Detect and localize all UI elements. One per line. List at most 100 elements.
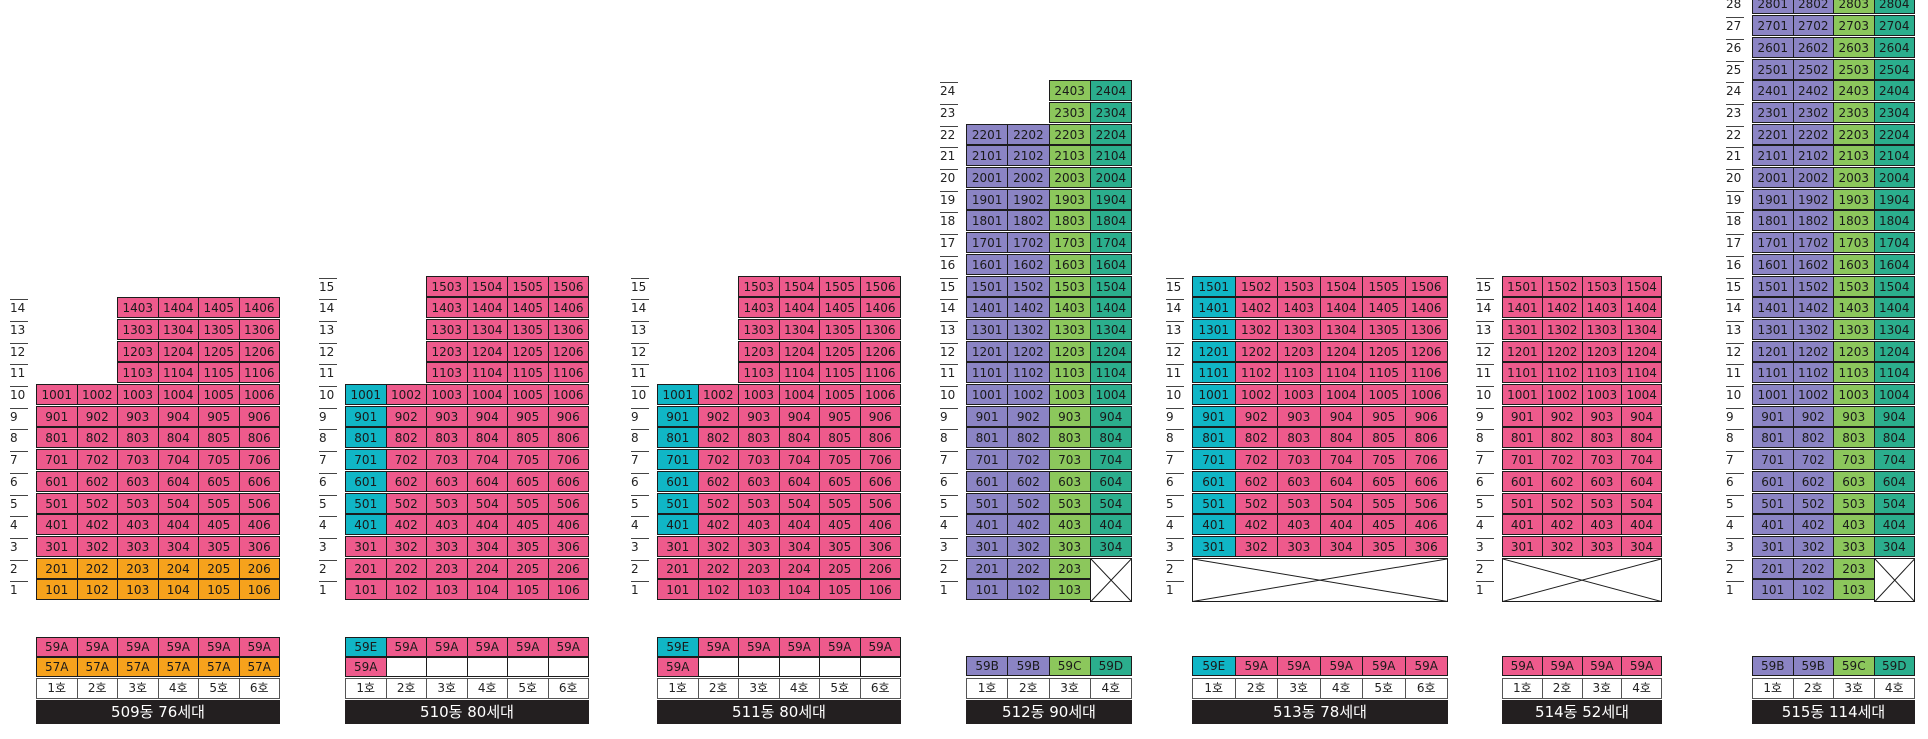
unit-cell[interactable]: 1301 <box>1752 318 1794 340</box>
unit-cell[interactable]: 803 <box>1581 427 1623 449</box>
unit-cell[interactable]: 1403 <box>1277 297 1321 319</box>
unit-cell[interactable]: 1502 <box>1007 275 1050 297</box>
unit-cell[interactable]: 1704 <box>1873 232 1915 254</box>
unit-cell[interactable]: 604 <box>157 470 199 492</box>
unit-cell[interactable]: 502 <box>1541 492 1583 514</box>
unit-cell[interactable]: 201 <box>966 557 1009 579</box>
unit-cell[interactable]: 406 <box>859 514 901 536</box>
unit-cell[interactable]: 1104 <box>1089 362 1132 384</box>
unit-cell[interactable]: 2801 <box>1752 0 1794 15</box>
unit-cell[interactable]: 1305 <box>819 318 861 340</box>
unit-cell[interactable]: 805 <box>198 427 240 449</box>
unit-cell[interactable]: 1101 <box>1502 362 1543 384</box>
unit-cell[interactable]: 903 <box>1833 405 1875 427</box>
unit-cell[interactable]: 2203 <box>1048 123 1091 145</box>
unit-cell[interactable]: 2001 <box>966 167 1009 188</box>
unit-cell[interactable]: 1101 <box>1192 362 1236 384</box>
unit-cell[interactable]: 402 <box>385 514 427 536</box>
unit-cell[interactable]: 203 <box>1833 557 1875 579</box>
unit-cell[interactable]: 1104 <box>157 362 199 384</box>
unit-cell[interactable]: 2803 <box>1833 0 1875 15</box>
unit-cell[interactable]: 305 <box>198 535 240 557</box>
unit-cell[interactable]: 1103 <box>1581 362 1623 384</box>
unit-cell[interactable]: 301 <box>966 535 1009 557</box>
unit-cell[interactable]: 503 <box>117 492 159 514</box>
unit-cell[interactable]: 303 <box>117 535 159 557</box>
unit-cell[interactable]: 1403 <box>1048 297 1091 319</box>
unit-cell[interactable]: 1204 <box>1089 340 1132 362</box>
unit-cell[interactable]: 105 <box>198 579 240 601</box>
unit-cell[interactable]: 202 <box>385 557 427 579</box>
unit-cell[interactable]: 103 <box>117 579 159 601</box>
unit-cell[interactable]: 503 <box>738 492 780 514</box>
unit-cell[interactable]: 202 <box>1792 557 1834 579</box>
unit-cell[interactable]: 603 <box>1048 470 1091 492</box>
unit-cell[interactable]: 705 <box>198 449 240 471</box>
unit-cell[interactable]: 904 <box>1319 405 1363 427</box>
unit-cell[interactable]: 1505 <box>819 275 861 297</box>
unit-cell[interactable]: 605 <box>1362 470 1406 492</box>
unit-cell[interactable]: 2501 <box>1752 58 1794 80</box>
unit-cell[interactable]: 2301 <box>1752 101 1794 123</box>
unit-cell[interactable]: 706 <box>1404 449 1448 471</box>
unit-cell[interactable]: 401 <box>345 514 387 536</box>
unit-cell[interactable]: 501 <box>345 492 387 514</box>
unit-cell[interactable]: 1501 <box>966 275 1009 297</box>
unit-cell[interactable]: 901 <box>36 405 78 427</box>
unit-cell[interactable]: 901 <box>966 405 1009 427</box>
unit-cell[interactable]: 702 <box>1007 449 1050 471</box>
unit-cell[interactable]: 1704 <box>1089 232 1132 254</box>
unit-cell[interactable]: 604 <box>1873 470 1915 492</box>
unit-cell[interactable]: 301 <box>36 535 78 557</box>
unit-cell[interactable]: 1202 <box>1792 340 1834 362</box>
unit-cell[interactable]: 306 <box>859 535 901 557</box>
unit-cell[interactable]: 1105 <box>198 362 240 384</box>
unit-cell[interactable]: 602 <box>76 470 118 492</box>
unit-cell[interactable]: 1103 <box>117 362 159 384</box>
unit-cell[interactable]: 902 <box>1541 405 1583 427</box>
unit-cell[interactable]: 703 <box>426 449 468 471</box>
unit-cell[interactable]: 1203 <box>1581 340 1623 362</box>
unit-cell[interactable]: 1203 <box>117 340 159 362</box>
unit-cell[interactable]: 1501 <box>1752 275 1794 297</box>
unit-cell[interactable]: 2102 <box>1007 145 1050 167</box>
unit-cell[interactable]: 2403 <box>1833 80 1875 102</box>
unit-cell[interactable]: 406 <box>1404 514 1448 536</box>
unit-cell[interactable]: 305 <box>819 535 861 557</box>
unit-cell[interactable]: 603 <box>1277 470 1321 492</box>
unit-cell[interactable]: 304 <box>1873 535 1915 557</box>
unit-cell[interactable]: 305 <box>507 535 549 557</box>
unit-cell[interactable]: 1003 <box>1833 384 1875 405</box>
unit-cell[interactable]: 304 <box>157 535 199 557</box>
unit-cell[interactable]: 302 <box>76 535 118 557</box>
unit-cell[interactable]: 2101 <box>966 145 1009 167</box>
unit-cell[interactable]: 1802 <box>1792 210 1834 232</box>
unit-cell[interactable]: 701 <box>1502 449 1543 471</box>
unit-cell[interactable]: 1304 <box>1621 318 1662 340</box>
unit-cell[interactable]: 2503 <box>1833 58 1875 80</box>
unit-cell[interactable]: 506 <box>238 492 280 514</box>
unit-cell[interactable]: 201 <box>1752 557 1794 579</box>
unit-cell[interactable]: 603 <box>426 470 468 492</box>
unit-cell[interactable]: 2304 <box>1873 101 1915 123</box>
unit-cell[interactable]: 1202 <box>1541 340 1583 362</box>
unit-cell[interactable]: 1302 <box>1792 318 1834 340</box>
unit-cell[interactable]: 1502 <box>1792 275 1834 297</box>
unit-cell[interactable]: 103 <box>1833 579 1875 601</box>
unit-cell[interactable]: 1603 <box>1048 253 1091 275</box>
unit-cell[interactable]: 602 <box>1541 470 1583 492</box>
unit-cell[interactable]: 404 <box>157 514 199 536</box>
unit-cell[interactable]: 1202 <box>1007 340 1050 362</box>
unit-cell[interactable]: 803 <box>1048 427 1091 449</box>
unit-cell[interactable]: 1303 <box>1833 318 1875 340</box>
unit-cell[interactable]: 403 <box>1048 514 1091 536</box>
unit-cell[interactable]: 403 <box>426 514 468 536</box>
unit-cell[interactable]: 805 <box>507 427 549 449</box>
unit-cell[interactable]: 1404 <box>1621 297 1662 319</box>
unit-cell[interactable]: 703 <box>738 449 780 471</box>
unit-cell[interactable]: 1504 <box>1621 275 1662 297</box>
unit-cell[interactable]: 1006 <box>859 384 901 405</box>
unit-cell[interactable]: 802 <box>1234 427 1278 449</box>
unit-cell[interactable]: 205 <box>507 557 549 579</box>
unit-cell[interactable]: 1503 <box>1581 275 1623 297</box>
